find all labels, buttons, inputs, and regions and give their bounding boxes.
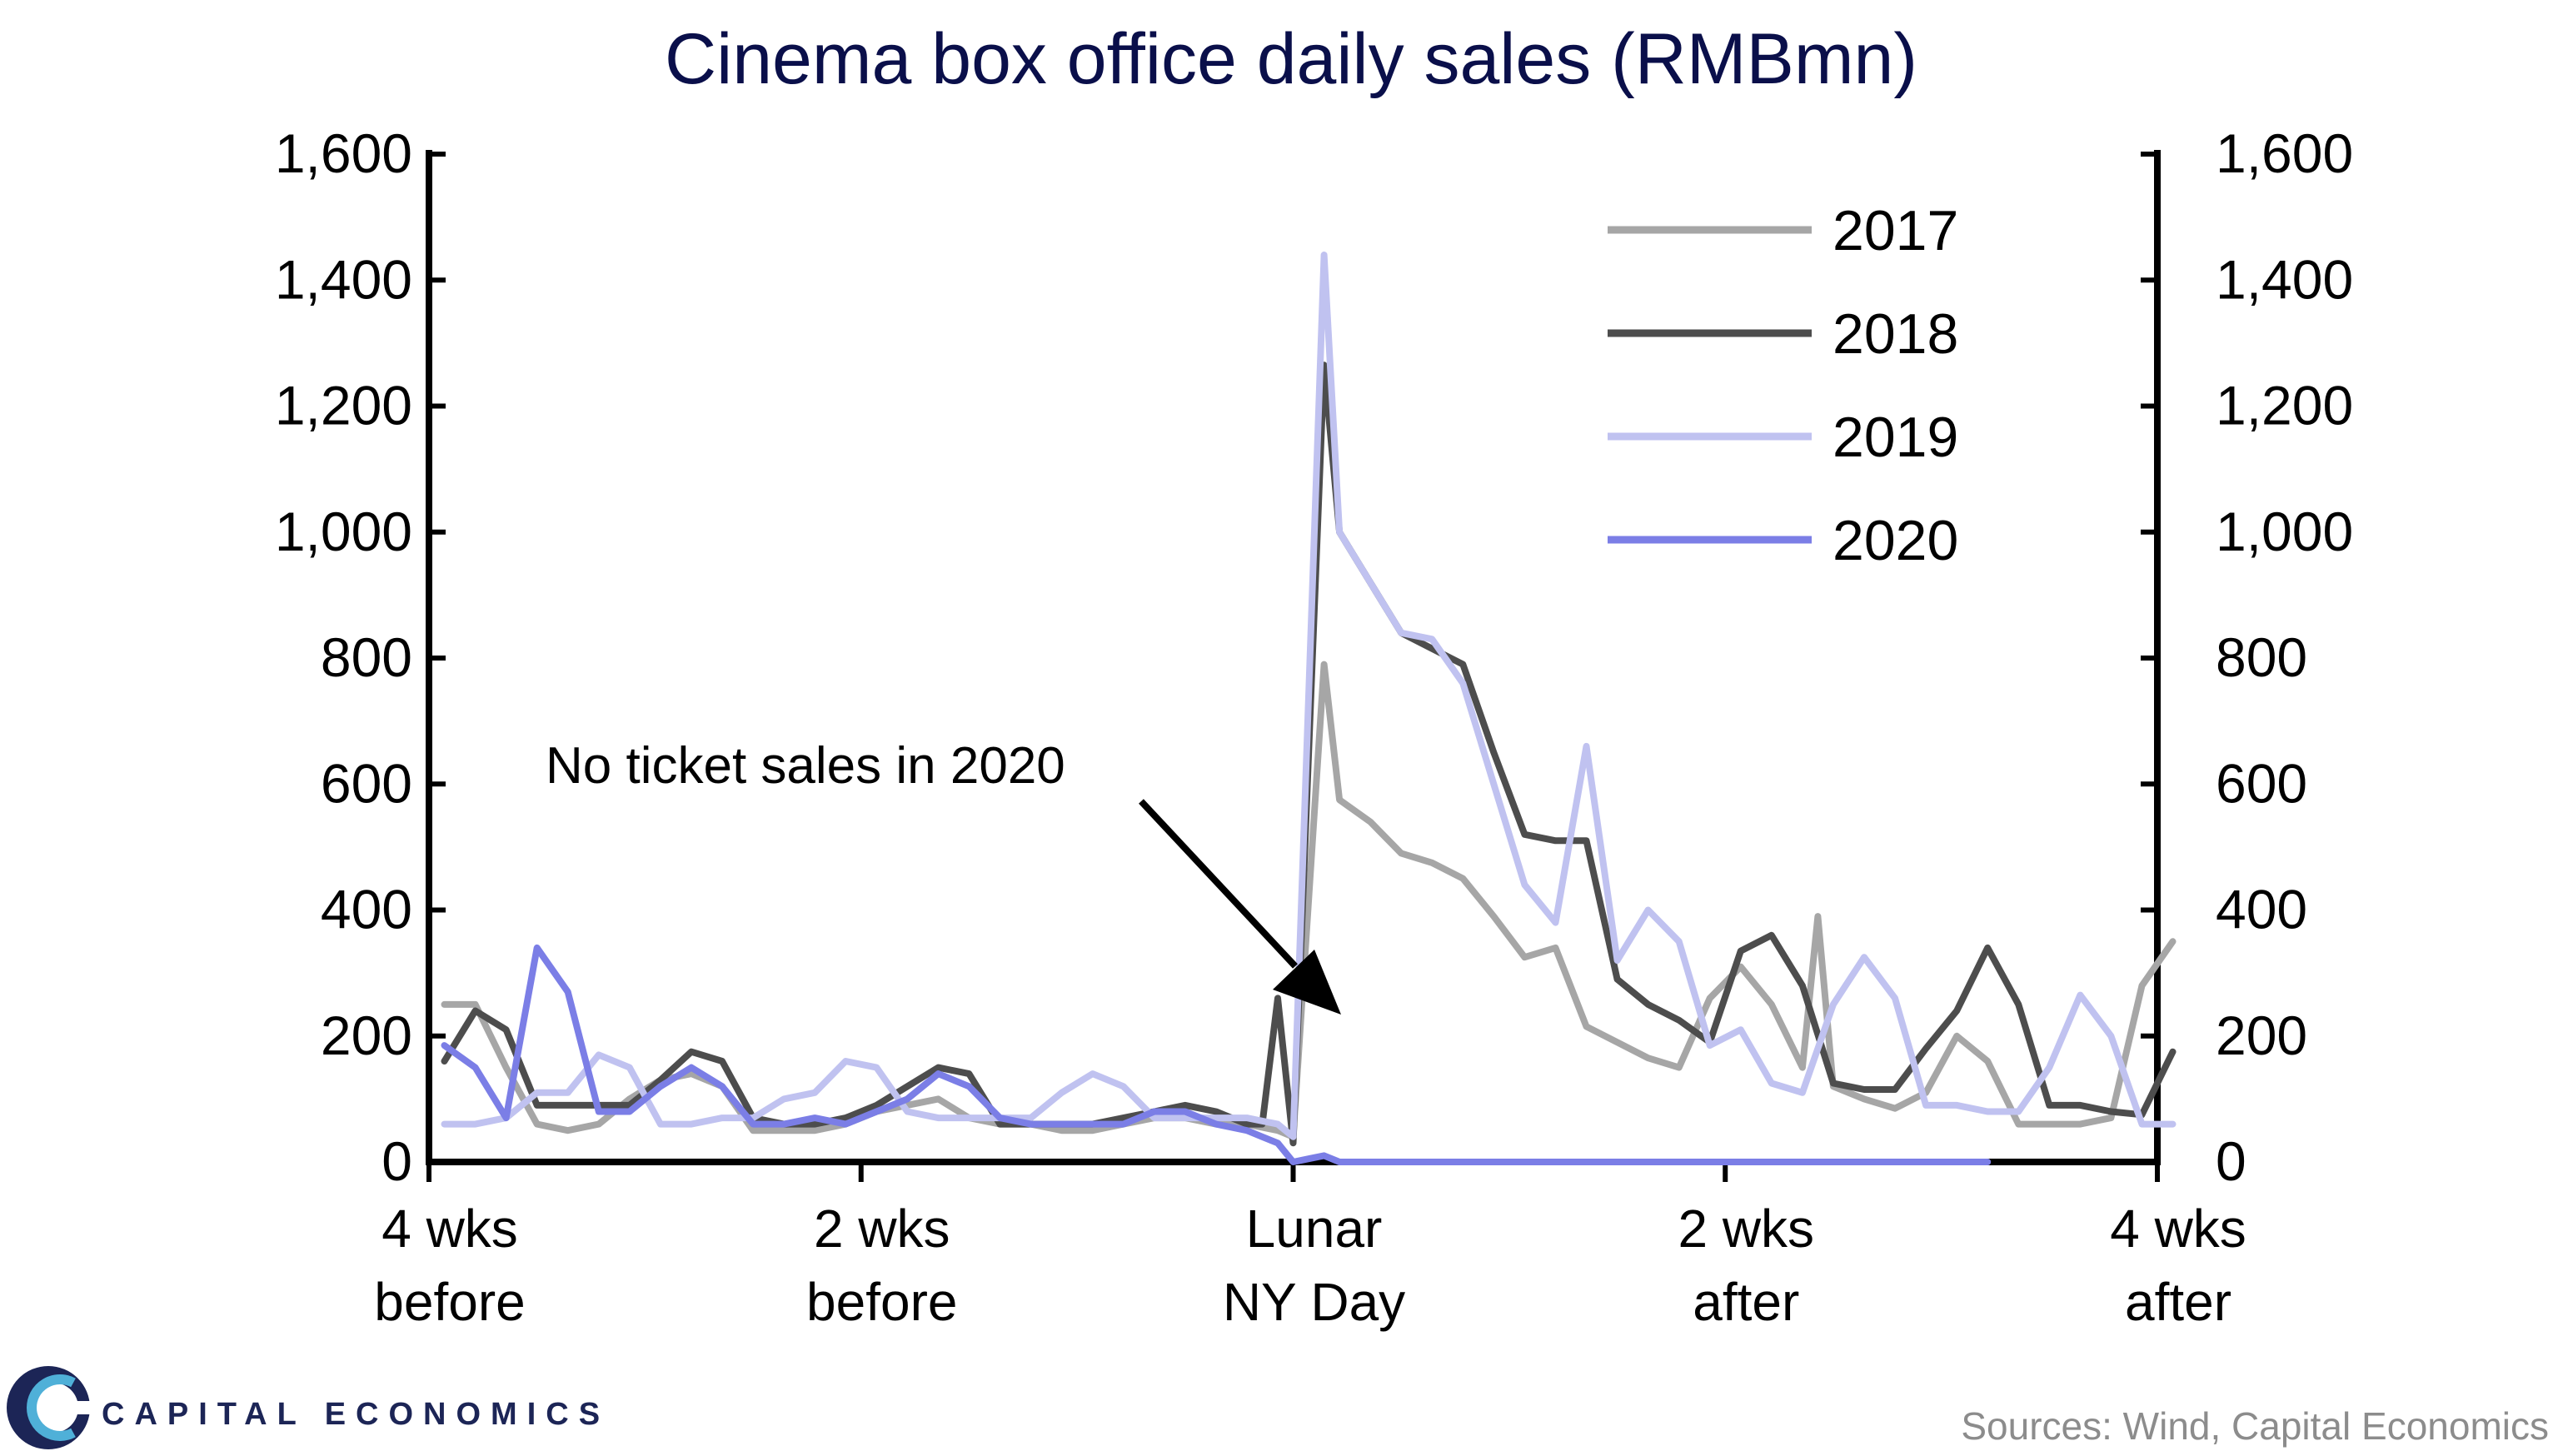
annotation-text: No ticket sales in 2020 — [546, 737, 1065, 795]
x-tick-label-line2: after — [2125, 1272, 2231, 1332]
y-axis-left-ticks: 0 200 400 600 800 1,000 1,200 1,400 1,600 — [275, 122, 446, 1192]
x-tick-label-line2: after — [1693, 1272, 1799, 1332]
x-tick-label-line2: before — [806, 1272, 957, 1332]
logo-text: CAPITAL ECONOMICS — [102, 1397, 610, 1432]
legend-label-2020: 2020 — [1832, 509, 1958, 572]
legend-label-2017: 2017 — [1832, 199, 1958, 262]
series-line-2018 — [441, 362, 2177, 1147]
x-tick-label-line1: 4 wks — [381, 1199, 518, 1259]
y-tick-left-label: 1,600 — [275, 122, 412, 184]
y-tick-right-label: 600 — [2216, 752, 2307, 814]
x-tick-label-line1: 2 wks — [1678, 1199, 1814, 1259]
x-tick-label-line1: 4 wks — [2110, 1199, 2246, 1259]
annotation: No ticket sales in 2020 — [546, 737, 1341, 1015]
legend-label-2019: 2019 — [1832, 406, 1958, 469]
y-tick-right-label: 800 — [2216, 626, 2307, 688]
y-tick-right-label: 1,000 — [2216, 501, 2353, 562]
y-tick-right-label: 400 — [2216, 879, 2307, 940]
y-tick-left-label: 400 — [321, 879, 412, 940]
y-tick-left-label: 0 — [381, 1130, 412, 1192]
y-tick-right-label: 0 — [2216, 1130, 2246, 1192]
y-tick-right-label: 1,400 — [2216, 248, 2353, 310]
y-tick-left-label: 1,000 — [275, 501, 412, 562]
legend-label-2018: 2018 — [1832, 302, 1958, 366]
x-tick-label-line2: NY Day — [1223, 1272, 1405, 1332]
x-tick-label-line2: before — [374, 1272, 525, 1332]
y-tick-left-label: 200 — [321, 1005, 412, 1066]
series-line-2019 — [441, 252, 2177, 1140]
y-tick-right-label: 1,200 — [2216, 375, 2353, 436]
legend: 2017 2018 2019 2020 — [1608, 199, 1958, 572]
series-line-2020 — [441, 944, 1992, 1165]
capital-economics-logo: CAPITAL ECONOMICS — [7, 1366, 610, 1449]
annotation-arrowhead — [1273, 950, 1341, 1015]
chart-title: Cinema box office daily sales (RMBmn) — [665, 19, 1917, 99]
y-tick-right-label: 1,600 — [2216, 122, 2353, 184]
y-tick-left-label: 1,200 — [275, 375, 412, 436]
y-tick-right-label: 200 — [2216, 1005, 2307, 1066]
x-axis-ticks: 4 wks before 2 wks before Lunar NY Day 2 wks af… — [374, 1162, 2246, 1332]
x-tick-label-line1: 2 wks — [814, 1199, 950, 1259]
annotation-arrow-shaft — [1139, 799, 1298, 969]
y-axis-right-ticks: 0 200 400 600 800 1,000 1,200 1,400 1,600 — [2141, 122, 2353, 1192]
x-tick-label-line1: Lunar — [1246, 1199, 1383, 1259]
series-lines — [441, 252, 2177, 1165]
source-note: Sources: Wind, Capital Economics — [1961, 1404, 2549, 1448]
y-tick-left-label: 1,400 — [275, 248, 412, 310]
y-tick-left-label: 600 — [321, 752, 412, 814]
y-tick-left-label: 800 — [321, 626, 412, 688]
